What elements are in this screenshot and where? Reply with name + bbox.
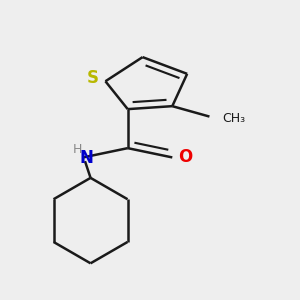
Text: H: H	[73, 142, 82, 156]
Text: N: N	[79, 149, 93, 167]
Text: O: O	[178, 148, 192, 166]
Text: S: S	[86, 69, 98, 87]
Text: CH₃: CH₃	[222, 112, 246, 125]
